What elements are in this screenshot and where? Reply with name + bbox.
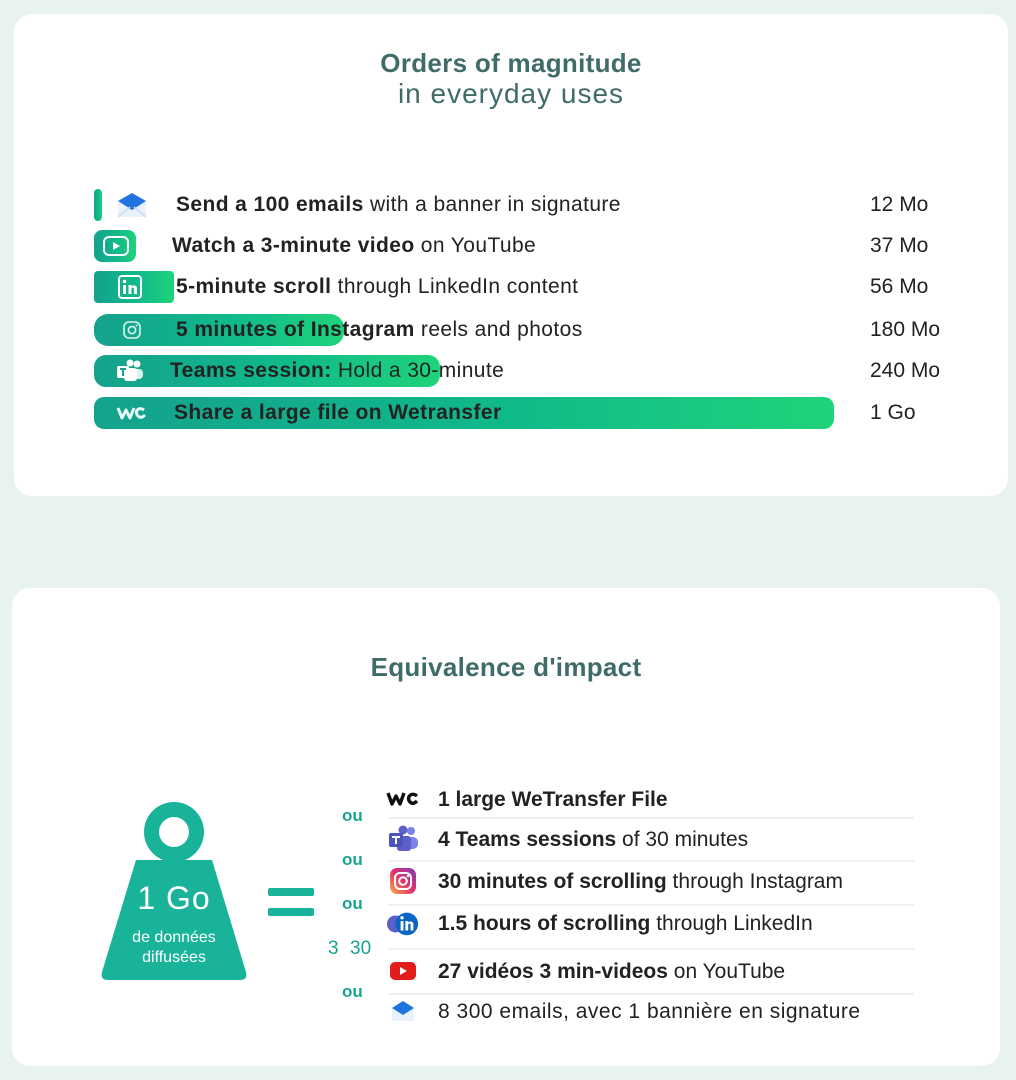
usage-row-text: Watch a 3-minute video on YouTube — [172, 234, 537, 257]
equivalence-item-teams: 4 Teams sessions of 30 minutes — [382, 820, 914, 860]
or-label-number: 3 — [328, 938, 339, 959]
or-label: ou — [342, 982, 363, 1001]
divider — [388, 948, 914, 950]
weight-icon — [101, 802, 247, 980]
teams-icon — [386, 824, 420, 854]
card-subtitle: in everyday uses — [397, 78, 625, 109]
or-label: ou — [342, 806, 363, 825]
equivalence-item-instagram: 30 minutes of scrolling through Instagra… — [382, 862, 914, 902]
equivalence-text: 8 300 emails, avec 1 bannière en signatu… — [438, 1000, 861, 1023]
instagram-icon — [112, 314, 152, 346]
usage-value: 180 Mo — [870, 318, 941, 341]
teams-icon — [110, 355, 150, 387]
usage-value: 240 Mo — [870, 359, 941, 382]
linkedin-icon — [386, 908, 420, 938]
usage-row-teams: Teams session: Hold a 30-minute — [94, 355, 854, 387]
youtube-icon — [96, 230, 136, 262]
linkedin-icon — [110, 271, 150, 303]
usage-row-text: Teams session: Hold a 30-minute — [170, 359, 505, 382]
usage-row-email: Send a 100 emails with a banner in signa… — [94, 189, 854, 221]
instagram-icon — [386, 866, 420, 896]
equivalence-text: 1.5 hours of scrolling through LinkedIn — [438, 912, 813, 935]
usage-bar — [94, 397, 834, 429]
email-icon — [386, 996, 420, 1026]
youtube-icon — [386, 956, 420, 986]
usage-row-instagram: 5 minutes of Instagram reels and photos — [94, 314, 854, 346]
equivalence-text: 27 vidéos 3 min-videos on YouTube — [438, 960, 786, 983]
card-title: Orders of magnitude — [380, 48, 642, 78]
usage-value: 37 Mo — [870, 234, 929, 257]
equivalence-item-wetransfer: 1 large WeTransfer File — [382, 780, 914, 820]
usage-value: 12 Mo — [870, 193, 929, 216]
wetransfer-icon — [386, 784, 420, 814]
wetransfer-icon — [112, 397, 152, 429]
usage-row-text: 5-minute scroll through LinkedIn content — [176, 275, 579, 298]
divider — [388, 860, 914, 862]
equals-sign — [268, 884, 314, 920]
divider — [388, 993, 914, 995]
equivalence-item-linkedin: 1.5 hours of scrolling through LinkedIn — [382, 904, 914, 944]
usage-row-wetransfer: Share a large file on Wetransfer — [94, 397, 854, 429]
usage-value: 1 Go — [870, 401, 916, 424]
or-label: ou — [342, 894, 363, 913]
email-icon — [112, 189, 152, 221]
usage-value: 56 Mo — [870, 275, 929, 298]
equivalence-text: 30 minutes of scrolling through Instagra… — [438, 870, 843, 893]
equivalence-text: 4 Teams sessions of 30 minutes — [438, 828, 749, 851]
usage-row-linkedin: 5-minute scroll through LinkedIn content — [94, 271, 854, 303]
weight-amount: 1 Go — [137, 880, 211, 916]
usage-row-text: Share a large file on Wetransfer — [174, 401, 502, 424]
equivalence-item-email: 8 300 emails, avec 1 bannière en signatu… — [382, 992, 914, 1032]
weight-caption: de données diffusées — [132, 929, 216, 966]
usage-row-text: Send a 100 emails with a banner in signa… — [176, 193, 621, 216]
equivalence-text: 1 large WeTransfer File — [438, 788, 668, 811]
or-label: ou — [342, 850, 363, 869]
or-label-number: 30 — [350, 938, 372, 959]
card-title: Equivalence d'impact — [370, 652, 642, 682]
usage-bar — [94, 355, 440, 387]
usage-bar — [94, 189, 102, 221]
equivalence-item-youtube: 27 vidéos 3 min-videos on YouTube — [382, 952, 914, 992]
usage-row-youtube: Watch a 3-minute video on YouTube — [94, 230, 854, 262]
divider — [388, 904, 914, 906]
divider — [388, 817, 914, 819]
usage-row-text: 5 minutes of Instagram reels and photos — [176, 318, 583, 341]
